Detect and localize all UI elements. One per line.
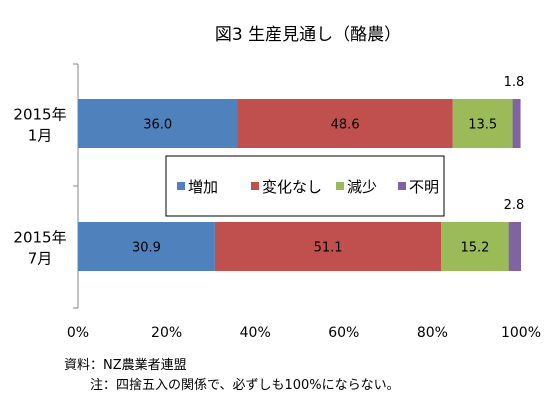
value-labels: 36.0 48.6 13.5 1.8 30.9 51.1 15.2 2.8 (132, 75, 524, 256)
chart-title: 図3 生産見通し（酪農） (215, 25, 401, 45)
legend-label: 増加 (188, 178, 218, 196)
bar-segment (78, 99, 238, 148)
x-tick-label: 60% (328, 325, 359, 341)
x-tick-label: 80% (417, 325, 448, 341)
x-tick-label: 40% (240, 325, 271, 341)
legend-box (165, 155, 445, 217)
legend-label: 減少 (347, 178, 377, 196)
x-tick-label: 20% (151, 325, 182, 341)
category-label: 2015年 7月 (13, 229, 66, 268)
value-label: 1.8 (504, 75, 525, 90)
bar-segment (508, 222, 521, 271)
bar-segment (512, 99, 521, 148)
bar-segment (214, 222, 442, 271)
category-labels: 2015年 1月 2015年 7月 (13, 106, 66, 268)
legend-items: 増加 変化なし 減少 不明 (177, 178, 439, 196)
x-tick-label: 100% (501, 325, 541, 341)
legend-swatch (336, 182, 344, 190)
legend-swatch (398, 182, 406, 190)
bar-segment (78, 222, 215, 271)
value-label: 15.2 (460, 241, 489, 256)
plot-area: 36.0 48.6 13.51.830.9 51.1 15.22.8 2015年 1月20… (13, 63, 524, 309)
value-label: 48.6 (331, 118, 360, 133)
bar-segment (441, 222, 509, 271)
value-label: 13.5 (468, 118, 497, 133)
bar-segment (237, 99, 453, 148)
bars (78, 99, 521, 271)
value-label: 51.1 (314, 241, 343, 256)
x-axis-ticks: 0% 20% 40% 60% 80% 100% (67, 325, 541, 341)
source-note: 資料：NZ農業者連盟 (64, 357, 187, 373)
bar-segment (452, 99, 513, 148)
legend-label: 変化なし (262, 178, 322, 196)
rounding-note: 注：四捨五入の関係で、必ずしも100%にならない。 (90, 377, 400, 393)
value-label: 30.9 (132, 241, 161, 256)
legend-swatch (177, 182, 185, 190)
value-label: 36.0 (143, 118, 172, 133)
legend-label: 不明 (409, 178, 439, 196)
legend: 増加 変化なし 減少 不明 (165, 155, 445, 217)
x-tick-label: 0% (67, 325, 89, 341)
category-label: 2015年 1月 (13, 106, 66, 145)
value-label: 2.8 (504, 198, 525, 213)
legend-swatch (251, 182, 259, 190)
